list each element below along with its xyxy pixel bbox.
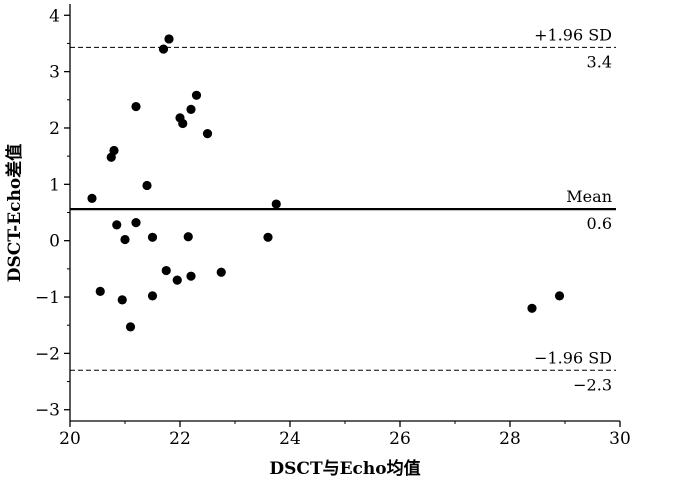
- data-point: [158, 44, 169, 54]
- data-point: [95, 286, 105, 296]
- y-tick-label: 4: [49, 6, 60, 26]
- x-tick-label: 28: [499, 429, 521, 449]
- data-point: [191, 90, 202, 100]
- data-point: [131, 218, 141, 228]
- data-point: [161, 265, 171, 276]
- y-tick-label: 3: [49, 63, 60, 83]
- data-point: [172, 275, 182, 285]
- data-point: [183, 232, 193, 242]
- data-point: [131, 101, 141, 112]
- data-point: [178, 118, 188, 129]
- y-tick-label: 0: [49, 232, 60, 252]
- reference-line-label: +1.96 SD: [534, 25, 612, 44]
- data-point: [263, 232, 273, 242]
- data-point: [117, 295, 127, 305]
- x-tick-label: 30: [609, 429, 631, 449]
- axes: 20 22 24 26 28 30 −3 −2 −1 0 1 2 3 4: [35, 4, 631, 449]
- y-tick-label: 2: [49, 119, 60, 139]
- data-point: [216, 267, 226, 277]
- data-point: [87, 193, 97, 204]
- reference-line-label: Mean: [566, 187, 612, 206]
- reference-line-value: 3.4: [587, 52, 612, 71]
- x-axis-title: DSCT与Echo均值: [269, 458, 420, 479]
- data-point: [112, 220, 122, 230]
- data-point: [271, 199, 281, 209]
- x-tick-label: 24: [279, 429, 301, 449]
- y-tick-label: 1: [49, 175, 60, 195]
- data-point: [120, 234, 130, 245]
- reference-line-label: −1.96 SD: [534, 348, 612, 367]
- data-point: [202, 129, 213, 139]
- data-point: [147, 291, 158, 301]
- data-point: [147, 232, 158, 242]
- data-points: [87, 34, 565, 332]
- reference-lines: +1.96 SD 3.4 Mean 0.6 −1.96 SD −2.3: [70, 25, 616, 394]
- data-point: [527, 303, 537, 313]
- data-point: [186, 271, 196, 281]
- reference-line-value: −2.3: [573, 375, 612, 394]
- data-point: [109, 145, 119, 156]
- y-tick-label: −1: [35, 288, 60, 308]
- data-point: [164, 34, 174, 44]
- y-axis-title: DSCT-Echo差值: [4, 144, 25, 282]
- reference-line-value: 0.6: [587, 214, 612, 233]
- data-point: [554, 291, 565, 301]
- x-tick-label: 26: [389, 429, 411, 449]
- y-tick-label: −2: [35, 344, 60, 364]
- data-point: [142, 180, 152, 191]
- y-tick-label: −3: [35, 401, 60, 421]
- data-point: [186, 104, 196, 114]
- data-point: [125, 322, 136, 332]
- x-tick-label: 20: [59, 429, 81, 449]
- x-tick-label: 22: [169, 429, 191, 449]
